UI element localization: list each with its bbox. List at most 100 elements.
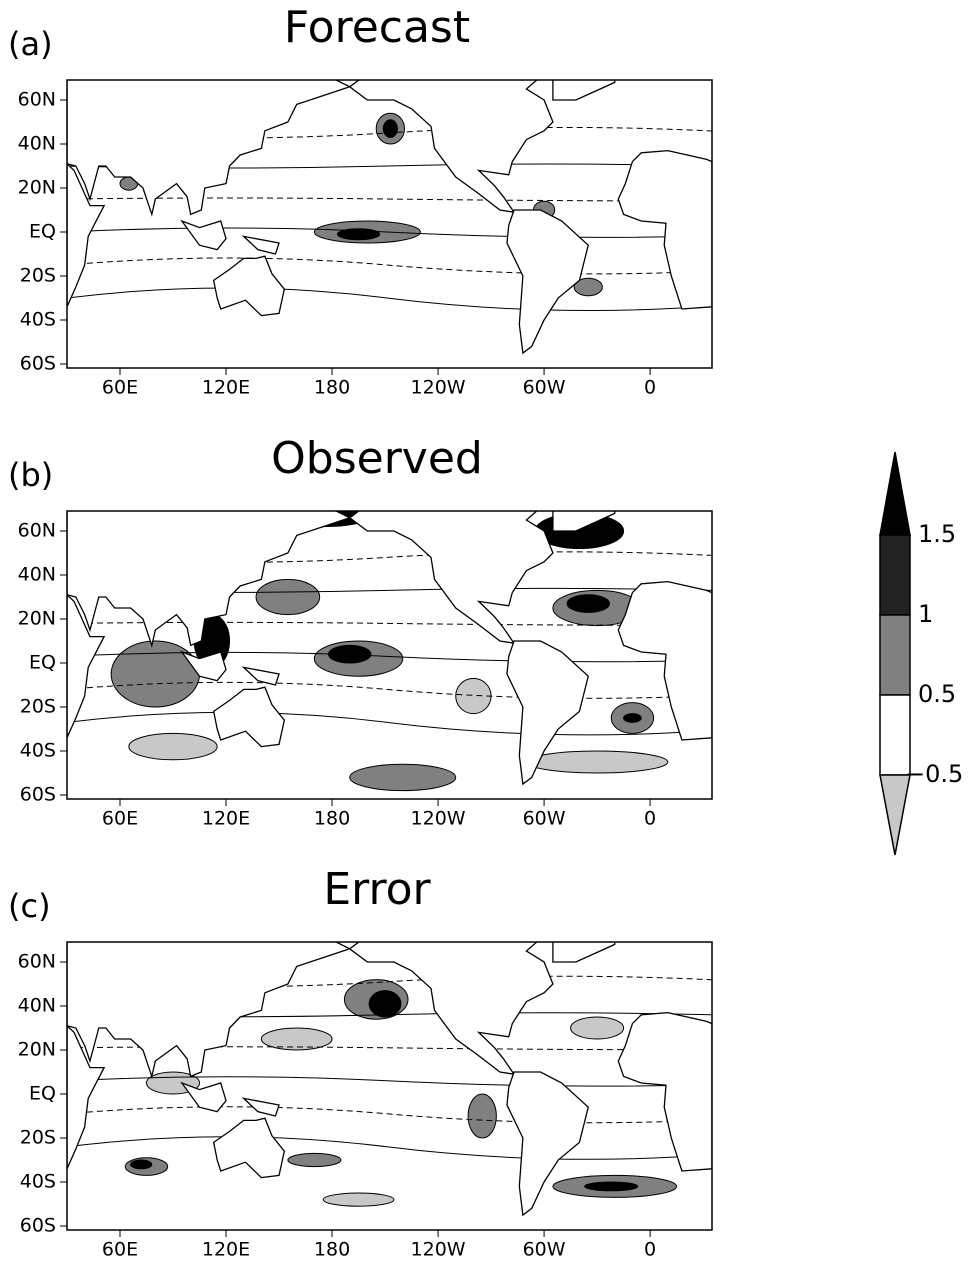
lon-label: 180 [314,808,350,830]
land [67,1024,106,1170]
anomaly-area [573,277,603,297]
lat-label: 20N [18,177,56,199]
land [506,1071,589,1217]
lon-label: 0 [644,1239,656,1261]
land [241,1097,280,1117]
lon-label: 120W [411,377,466,399]
anomaly-area [260,1027,333,1051]
lon-label: 60W [523,808,566,830]
land [348,942,554,1076]
contour [67,227,712,238]
lon-label: 120W [411,808,466,830]
anomaly-area [128,732,218,761]
land [67,593,106,739]
anomaly-area [525,750,669,774]
lat-label: 60N [18,951,56,973]
land [552,942,616,963]
contour [67,1106,712,1124]
anomaly-area [110,640,201,708]
lat-label: 40N [18,133,56,155]
anomaly-area [322,1192,395,1207]
lat-label: 20S [20,696,56,718]
lon-label: 120E [202,808,250,830]
contour [67,621,712,626]
anomaly-area [455,677,492,715]
lat-label: 40S [20,1171,56,1193]
colorbar [879,451,911,856]
lon-label: 60W [523,377,566,399]
panel-title: Observed [271,433,483,484]
lat-label: 60S [20,1215,56,1237]
panel-label: (a) [8,25,53,63]
map [67,942,712,1230]
contour [67,257,712,275]
land [348,80,554,214]
land [506,209,589,355]
lat-label: 40N [18,995,56,1017]
lon-label: 120W [411,1239,466,1261]
lon-label: 180 [314,1239,350,1261]
lat-label: 40S [20,309,56,331]
map-frame [66,79,713,369]
lat-label: 20S [20,1127,56,1149]
lon-label: 120E [202,377,250,399]
anomaly-area [349,763,457,792]
lat-label: 20N [18,608,56,630]
land [180,1081,227,1113]
map-frame [66,941,713,1231]
lat-label: EQ [29,1083,56,1105]
land [348,511,554,645]
land [180,650,227,682]
lon-label: 120E [202,1239,250,1261]
lon-label: 0 [644,377,656,399]
colorbar-label: 0.5 [918,680,956,708]
colorbar-label: −0.5 [905,760,963,788]
anomaly-area [566,594,610,613]
anomaly-area [570,1016,625,1040]
lon-label: 60E [102,1239,138,1261]
lat-label: EQ [29,652,56,674]
land [506,640,589,786]
anomaly-area [382,119,398,138]
land [180,219,227,251]
anomaly-area [287,1152,342,1168]
land [212,1117,286,1179]
panel-title: Forecast [284,2,470,53]
contour [67,681,712,699]
land [552,80,616,101]
lon-label: 60E [102,377,138,399]
land [67,162,106,308]
lat-label: 60S [20,353,56,375]
lat-label: 60N [18,89,56,111]
land [241,666,280,686]
lat-label: 20S [20,265,56,287]
contour [67,1076,712,1087]
lon-label: 180 [314,377,350,399]
anomaly-area [130,1159,153,1170]
panel-label: (b) [8,456,53,494]
contour [67,711,712,736]
colorbar-label: 1.5 [918,520,956,548]
anomaly-area [255,578,321,616]
land [241,235,280,255]
colorbar-label: 1 [918,600,933,628]
contour [67,651,712,663]
anomaly-area [467,1093,497,1139]
lat-label: 40S [20,740,56,762]
map [67,511,712,799]
anomaly-area [368,990,402,1018]
map [67,80,712,368]
contour [67,197,712,202]
land [212,255,286,317]
anomaly-area [623,713,642,723]
lon-label: 60W [523,1239,566,1261]
lat-label: 60N [18,520,56,542]
lat-label: 60S [20,784,56,806]
map-frame [66,510,713,800]
lat-label: 40N [18,564,56,586]
lon-label: 60E [102,808,138,830]
lon-label: 0 [644,808,656,830]
land [552,511,616,532]
panel-label: (c) [8,887,51,925]
